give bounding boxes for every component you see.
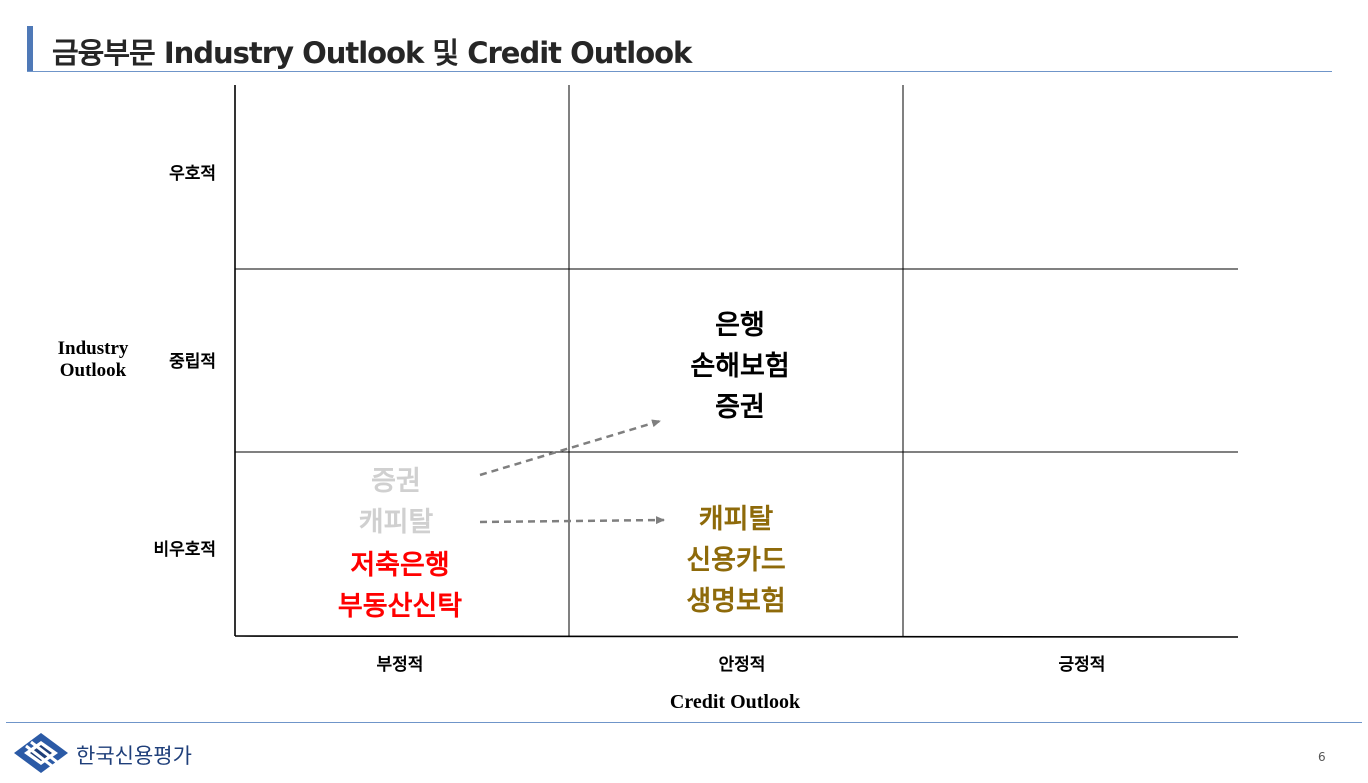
x-tick-stable: 안정적 xyxy=(718,655,766,675)
cell-unfav-negative-previous: 증권 캐피탈 xyxy=(296,461,496,543)
y-tick-favorable: 우호적 xyxy=(169,164,216,184)
x-axis-label: Credit Outlook xyxy=(669,691,801,713)
company-name: 한국신용평가 xyxy=(76,744,192,768)
x-tick-positive: 긍정적 xyxy=(1058,655,1106,675)
slide-title: 금융부문 Industry Outlook 및 Credit Outlook xyxy=(52,36,692,70)
cell-unfav-stable: 캐피탈 신용카드 생명보험 xyxy=(636,499,836,622)
title-divider xyxy=(27,71,1332,72)
sector-life-insurance: 생명보험 xyxy=(686,586,786,617)
arrow-capital-move xyxy=(479,516,665,525)
y-axis-label-line2: Outlook xyxy=(59,360,127,381)
y-tick-neutral: 중립적 xyxy=(169,352,216,372)
sector-bank: 은행 xyxy=(715,310,765,341)
cell-unfav-negative-current: 저축은행 부동산신탁 xyxy=(300,545,500,627)
y-axis-label: Industry Outlook xyxy=(40,338,146,382)
y-axis-label-line1: Industry xyxy=(57,338,129,359)
sector-capital-previous: 캐피탈 xyxy=(358,507,434,538)
cell-neutral-stable: 은행 손해보험 증권 xyxy=(640,305,840,428)
footer-divider xyxy=(6,722,1362,723)
x-axis-line xyxy=(234,635,1239,638)
company-logo-icon xyxy=(14,733,68,773)
sector-securities: 증권 xyxy=(715,392,765,423)
x-tick-negative: 부정적 xyxy=(376,655,424,675)
page-number: 6 xyxy=(1318,750,1326,764)
y-tick-unfavorable: 비우호적 xyxy=(153,540,216,560)
sector-real-estate-trust: 부동산신탁 xyxy=(337,591,463,622)
sector-capital: 캐피탈 xyxy=(698,504,774,535)
sector-securities-previous: 증권 xyxy=(371,466,421,497)
arrow-securities-upgrade xyxy=(479,419,661,477)
sector-nonlife-insurance: 손해보험 xyxy=(690,351,790,382)
sector-savings-bank: 저축은행 xyxy=(350,550,450,581)
sector-credit-card: 신용카드 xyxy=(686,545,786,576)
title-accent-bar xyxy=(27,26,33,72)
